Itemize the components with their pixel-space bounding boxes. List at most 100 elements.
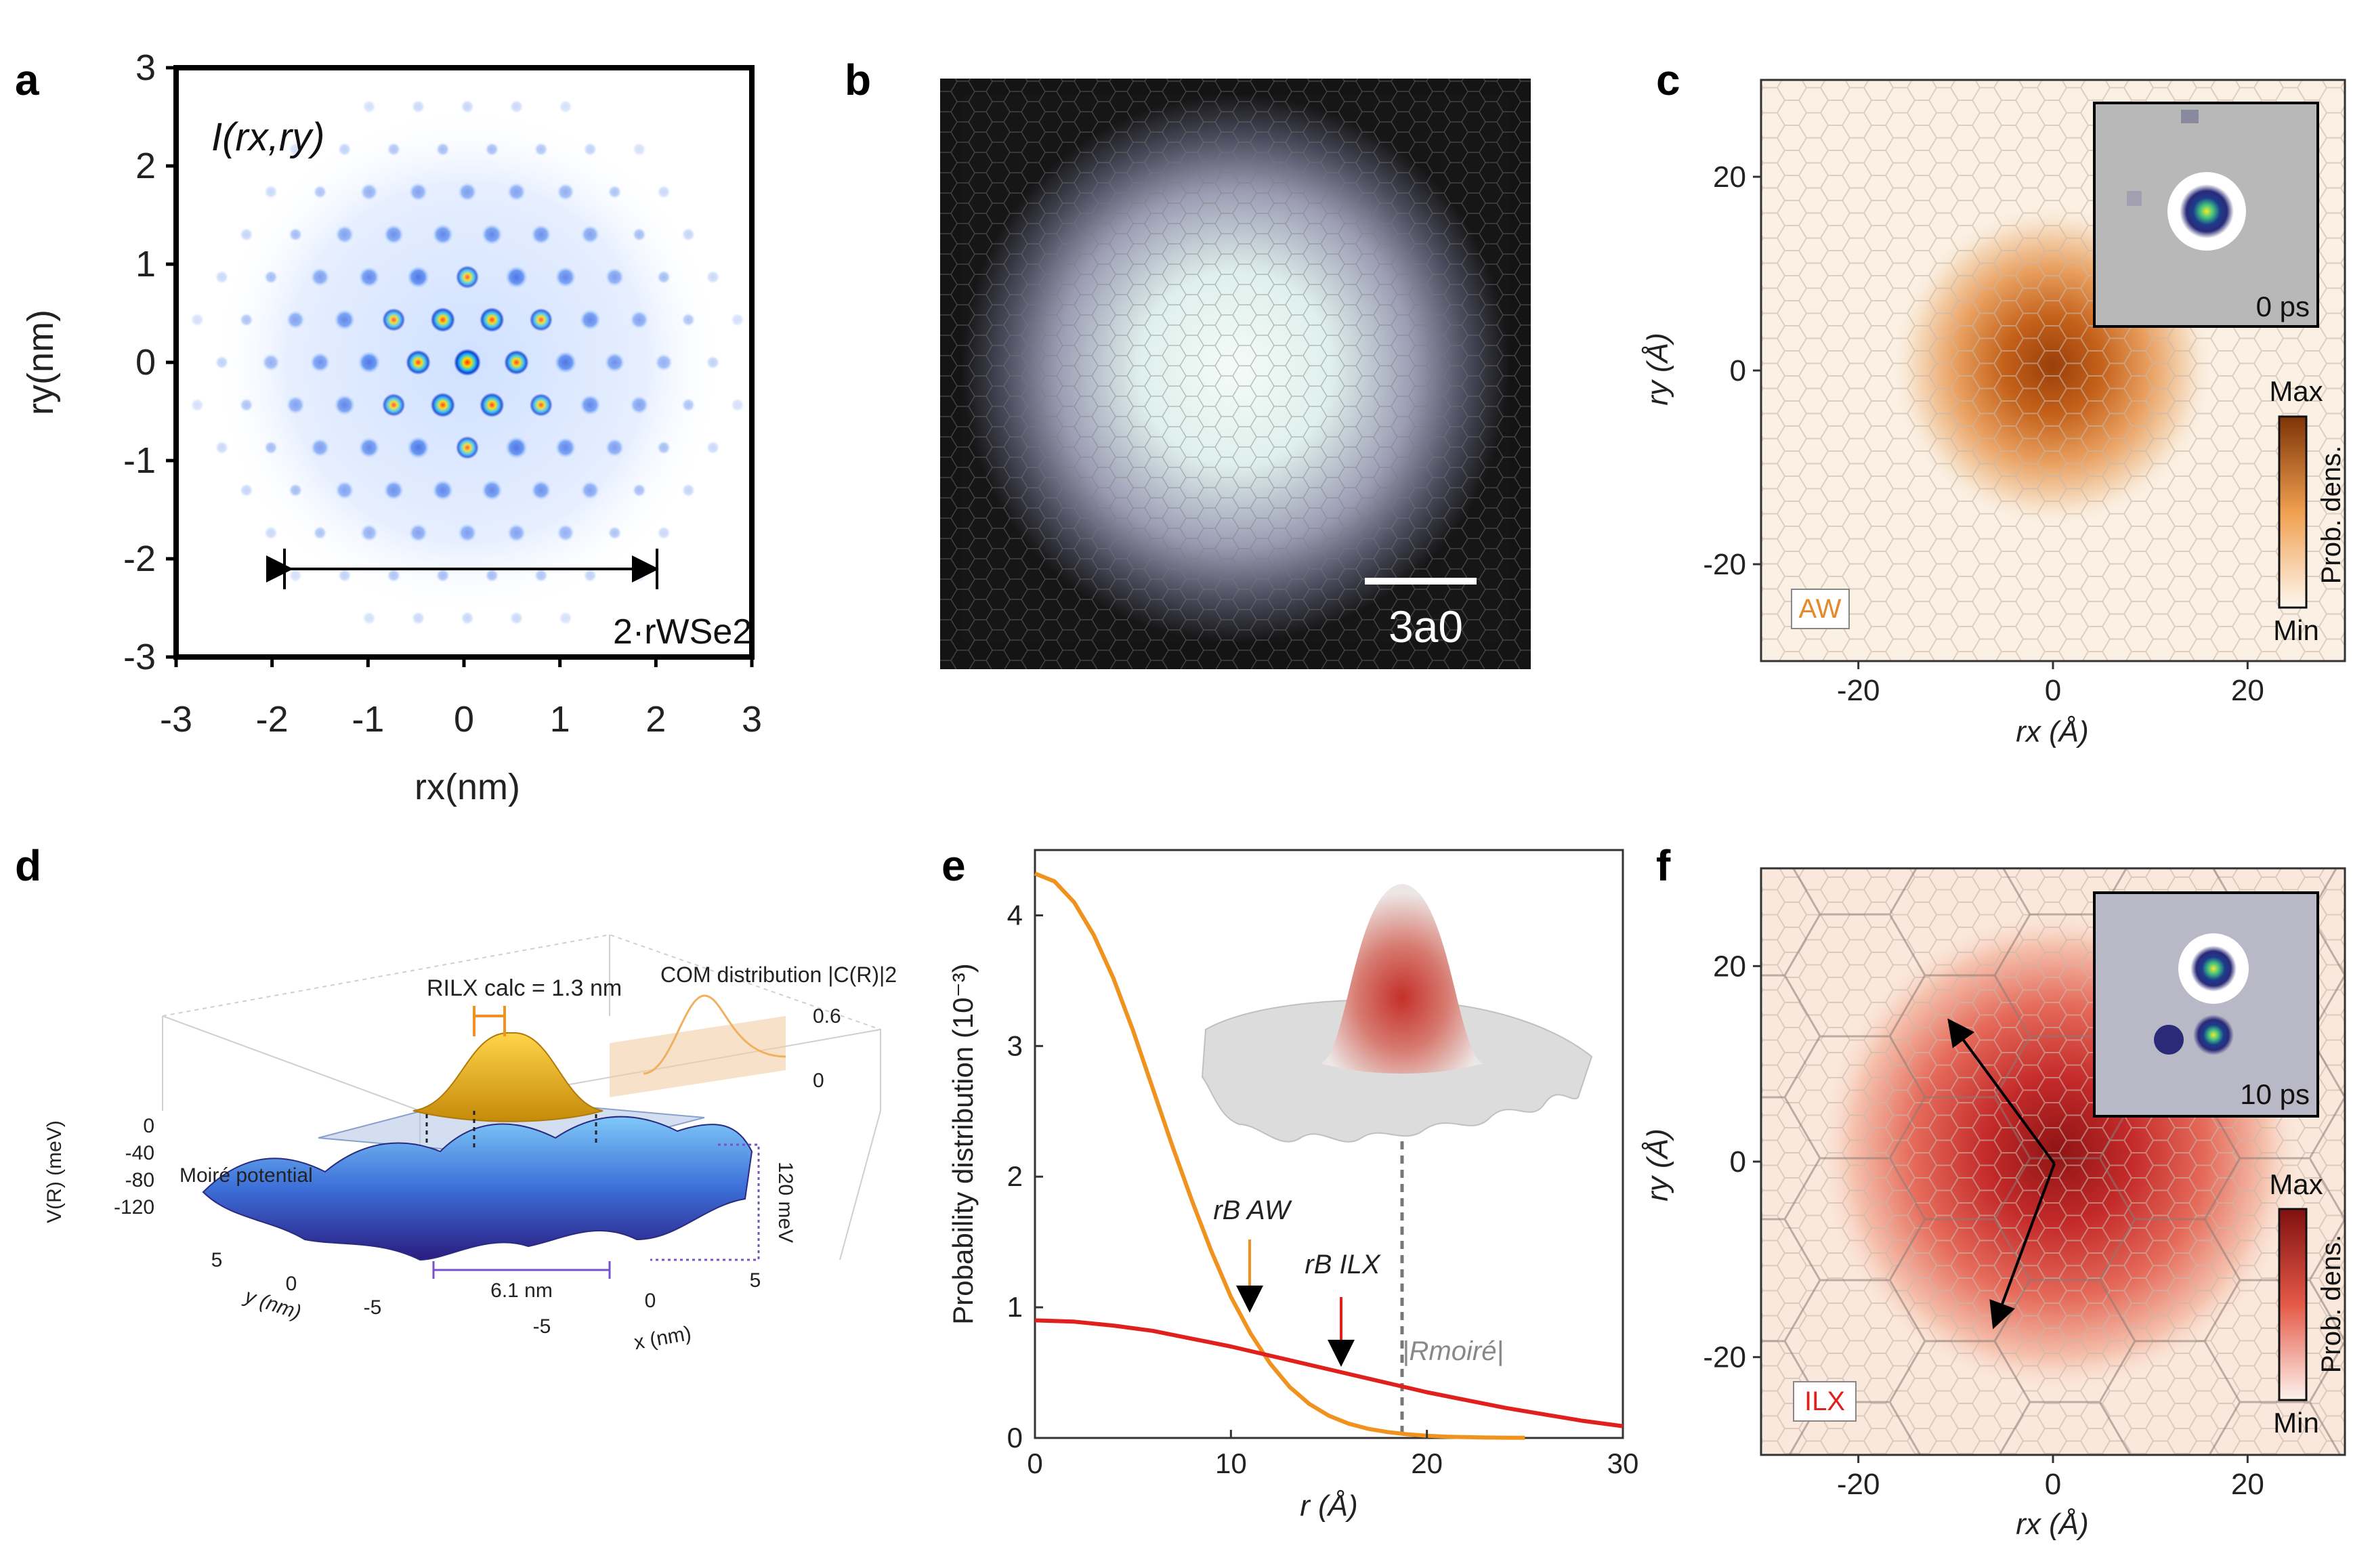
panel-c: c 0 ps Max Min Prob. dens. AW -20 0 20200-… xyxy=(1641,56,2346,748)
lattice-dot xyxy=(286,396,305,415)
x-tick-label: 30 xyxy=(1607,1447,1639,1479)
lattice-dot xyxy=(730,398,744,412)
y-tick-label: 0 xyxy=(135,342,156,383)
lattice-dot xyxy=(360,524,378,542)
panel-e-axes xyxy=(1034,849,1624,1439)
x-tick-label: -20 xyxy=(1837,1468,1880,1501)
x-tick-label: 1 xyxy=(550,699,570,740)
lattice-dot xyxy=(681,228,696,242)
lattice-dot xyxy=(555,437,576,459)
moire-label: Moiré potential xyxy=(179,1164,313,1187)
lattice-dot xyxy=(657,526,671,540)
scale-bar-label: 3a0 xyxy=(1389,601,1463,652)
y-tick-label: 3 xyxy=(135,47,156,88)
x-tick-label: -20 xyxy=(1837,674,1880,707)
panel-letter-b: b xyxy=(845,56,871,104)
v-tick-label: -40 xyxy=(125,1142,154,1164)
lattice-dot xyxy=(509,100,524,114)
lattice-dot xyxy=(383,224,404,245)
lattice-dot xyxy=(632,228,646,242)
y-tick-label: 1 xyxy=(135,244,156,284)
lattice-dot xyxy=(362,100,376,114)
lattice-dot xyxy=(579,309,601,331)
colorbar-max-f: Max xyxy=(2269,1168,2323,1200)
lattice-dot xyxy=(481,224,503,245)
lattice-dot xyxy=(608,526,622,540)
panel-f-ticks: -20 0 20 20 0 -20 xyxy=(1703,950,2264,1501)
lattice-dot xyxy=(557,183,574,201)
y-tick-label: -2 xyxy=(123,538,156,579)
lattice-dot xyxy=(286,310,305,329)
lattice-dot xyxy=(507,182,526,201)
lattice-dot xyxy=(358,351,381,374)
lattice-dot xyxy=(382,308,406,332)
lattice-dot xyxy=(432,224,454,245)
lattice-dot xyxy=(481,480,503,501)
x-tick-label: 0 xyxy=(2045,674,2061,707)
lattice-dot xyxy=(657,270,671,284)
lattice-dot xyxy=(411,611,425,625)
lattice-dot xyxy=(239,398,253,412)
d-axis-ticks: 5 0 -5 -5 0 5 xyxy=(211,1249,761,1338)
colorbar-max: Max xyxy=(2269,375,2323,407)
y-tick-label: -3 xyxy=(123,637,156,677)
v-tick-label: -120 xyxy=(114,1196,154,1219)
lattice-dot xyxy=(554,351,577,374)
lattice-dot xyxy=(706,356,720,369)
y-tick-label: -20 xyxy=(1703,1341,1746,1374)
colorbar-label: Prob. dens. xyxy=(2316,446,2346,585)
lattice-dot xyxy=(480,392,505,418)
lattice-dot xyxy=(531,480,551,501)
radius-label: RILX calc = 1.3 nm xyxy=(427,975,622,1001)
lattice-dot xyxy=(337,142,352,156)
lattice-dot xyxy=(408,182,428,201)
period-bracket xyxy=(432,1261,611,1279)
colorbar-min: Min xyxy=(2273,614,2319,646)
x-tick-label: 20 xyxy=(2231,674,2264,707)
v-tick-label: 0 xyxy=(143,1115,154,1137)
lattice-dot xyxy=(387,568,401,582)
lattice-dot xyxy=(458,523,477,543)
radius-bracket xyxy=(473,1006,506,1036)
lattice-dot xyxy=(436,142,450,156)
lattice-dot xyxy=(264,526,278,540)
series-line-ilx xyxy=(1034,1318,1624,1428)
inset-10ps: 10 ps xyxy=(2093,891,2319,1118)
lattice-dot xyxy=(555,266,576,288)
lattice-dot xyxy=(583,568,597,582)
x3d-tick-label: 0 xyxy=(645,1290,656,1312)
lattice-dot xyxy=(632,142,646,156)
moire-marker-label: |Rmoiré| xyxy=(1402,1336,1504,1366)
x-tick-label: 3 xyxy=(742,699,762,740)
y3d-tick-label: -5 xyxy=(364,1296,382,1319)
lattice-dot xyxy=(580,225,599,244)
panel-f-ylabel: ry (Å) xyxy=(1641,1128,1674,1202)
lattice-dot xyxy=(534,142,548,156)
com-tick-label: 0 xyxy=(813,1069,824,1092)
lattice-dot xyxy=(458,182,477,202)
y-tick-label: 0 xyxy=(1730,354,1746,387)
lattice-dot xyxy=(706,440,720,454)
lattice-dot xyxy=(461,611,474,625)
panel-letter-a: a xyxy=(15,56,39,104)
lattice-dot xyxy=(264,270,278,284)
panel-letter-e: e xyxy=(941,841,966,890)
lattice-dot xyxy=(387,142,401,156)
lattice-dot xyxy=(360,183,378,201)
inset-3d-surface xyxy=(1201,884,1593,1143)
lattice-dot xyxy=(264,440,278,454)
lattice-overlay xyxy=(940,79,1531,669)
panel-letter-f: f xyxy=(1656,841,1671,890)
depth-label: 120 meV xyxy=(774,1162,797,1243)
lattice-dot xyxy=(681,313,696,327)
lattice-dot xyxy=(215,356,229,369)
lattice-dot xyxy=(289,142,303,156)
x-tick-label: 2 xyxy=(645,699,666,740)
chart-e-plot: 0 10 20 30 0 1 2 3 4 r (Å) Probability distributio… xyxy=(947,871,1639,1523)
x-tick-label: 20 xyxy=(1411,1447,1443,1479)
x-tick-label: 20 xyxy=(2231,1468,2264,1501)
lattice-dot xyxy=(313,185,327,199)
panel-letter-c: c xyxy=(1656,56,1680,104)
colorbar-label-f: Prob. dens. xyxy=(2316,1235,2346,1374)
